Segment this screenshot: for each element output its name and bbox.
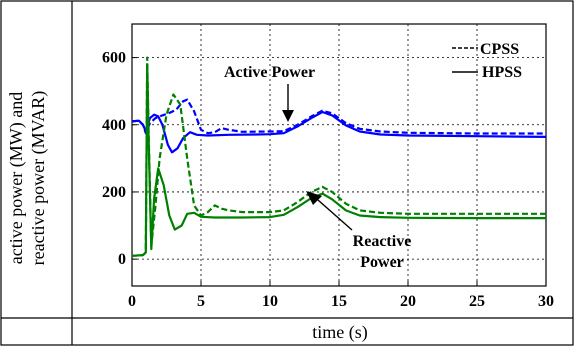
x-tick-label: 30: [538, 293, 554, 310]
y-tick-label: 0: [118, 251, 126, 268]
series-line-active-cpss: [131, 98, 546, 135]
x-tick-label: 15: [331, 293, 347, 310]
annotation-reactive-line1: Reactive: [353, 233, 412, 250]
x-tick-label: 10: [262, 293, 278, 310]
annotation-reactive-arrow: [317, 199, 353, 231]
y-tick-label: 600: [102, 50, 126, 67]
series-line-reactive-cpss: [131, 56, 546, 257]
y-axis-label-line2: reactive power (MVAR): [28, 91, 49, 266]
grid-lines: [132, 24, 546, 286]
x-tick-label: 20: [400, 293, 416, 310]
annotation-reactive-arrowhead: [306, 191, 322, 205]
series-group: [131, 56, 547, 257]
legend-hpss-label: HPSS: [482, 64, 522, 81]
annotation-active-power: Active Power: [224, 64, 315, 81]
y-tick-label: 200: [102, 184, 126, 201]
x-axis-label: time (s): [312, 322, 368, 343]
y-axis-label-line1: active power (MW) and: [6, 92, 27, 264]
series-line-active-hpss: [131, 110, 547, 154]
y-tick-label: 400: [102, 117, 126, 134]
x-tick-label: 5: [197, 293, 205, 310]
x-tick-label: 0: [128, 293, 136, 310]
x-tick-label: 25: [469, 293, 485, 310]
axis-ticks: 0 5 10 15 20 25 30 0 200 400 600: [102, 50, 554, 310]
legend-cpss-label: CPSS: [480, 41, 519, 58]
legend: CPSS HPSS: [452, 41, 522, 81]
annotation-reactive-line2: Power: [360, 254, 404, 271]
annotation-active-arrowhead: [282, 110, 294, 122]
